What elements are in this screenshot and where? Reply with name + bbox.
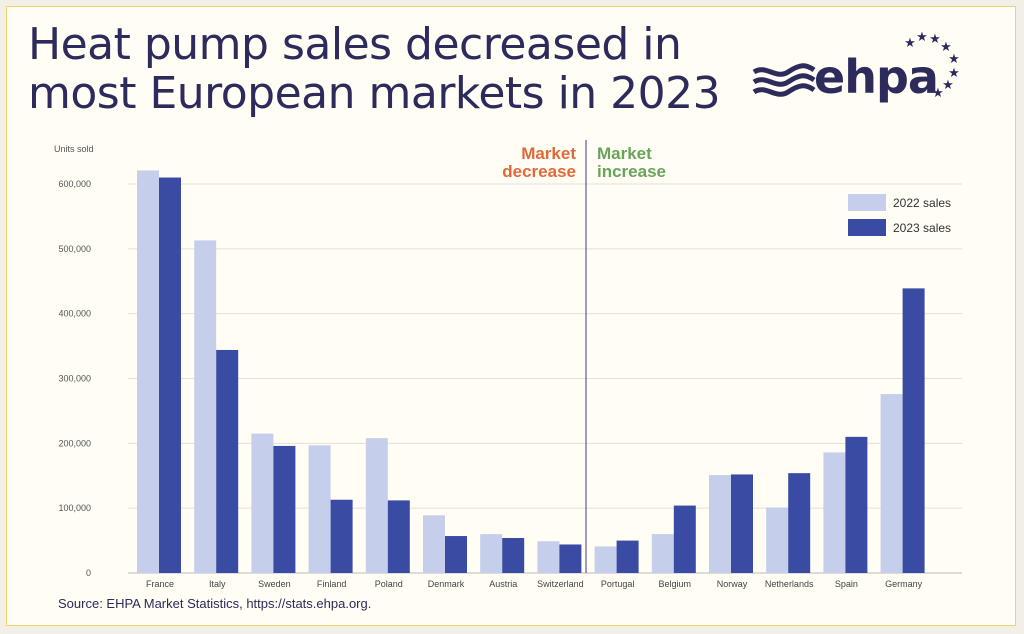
annotation-decrease-line2: decrease	[502, 162, 576, 181]
x-tick-label: Norway	[717, 579, 748, 589]
bar-switzerland-2022	[537, 541, 560, 573]
bar-norway-2022	[709, 475, 731, 573]
annotation-increase-line1: Market	[597, 144, 652, 163]
x-tick-label: Poland	[375, 579, 403, 589]
bar-spain-2022	[823, 452, 846, 573]
annotation-increase-line2: increase	[597, 162, 666, 181]
star-icon: ★	[932, 85, 944, 100]
y-tick-label: 600,000	[58, 179, 91, 189]
ehpa-logo: ehpa ★ ★ ★ ★ ★ ★ ★ ★	[752, 30, 972, 110]
x-tick-label: Spain	[835, 579, 858, 589]
x-tick-label: Belgium	[659, 579, 692, 589]
y-axis-label: Units sold	[54, 144, 94, 154]
source-note: Source: EHPA Market Statistics, https://…	[58, 596, 372, 611]
bar-netherlands-2023	[788, 473, 811, 573]
bar-italy-2022	[194, 240, 217, 573]
bar-belgium-2023	[673, 505, 696, 573]
x-tick-label: Portugal	[601, 579, 635, 589]
x-tick-label: Italy	[209, 579, 226, 589]
x-tick-label: Austria	[489, 579, 517, 589]
bar-italy-2023	[216, 349, 239, 573]
x-tick-label: Sweden	[258, 579, 291, 589]
bar-spain-2023	[845, 436, 868, 573]
bar-netherlands-2022	[766, 507, 789, 573]
bar-sweden-2022	[251, 433, 274, 573]
bar-france-2023	[159, 177, 181, 573]
y-tick-label: 300,000	[58, 374, 91, 384]
star-icon: ★	[904, 35, 916, 50]
y-tick-label: 500,000	[58, 244, 91, 254]
bar-belgium-2022	[651, 534, 674, 573]
star-icon: ★	[929, 31, 941, 46]
waves-icon	[752, 63, 816, 97]
star-icon: ★	[948, 65, 960, 80]
legend-swatch-2023	[848, 219, 886, 236]
x-tick-label: Switzerland	[537, 579, 584, 589]
legend-label-2022: 2022 sales	[893, 196, 951, 210]
bar-germany-2023	[902, 288, 925, 573]
bar-denmark-2022	[423, 515, 445, 573]
bar-austria-2023	[502, 537, 525, 573]
x-tick-label: Germany	[885, 579, 923, 589]
annotation-decrease-line1: Market	[521, 144, 576, 163]
bar-germany-2022	[880, 394, 903, 573]
legend-label-2023: 2023 sales	[893, 221, 951, 235]
bar-norway-2023	[731, 474, 753, 573]
bar-portugal-2023	[616, 540, 639, 573]
bar-france-2022	[137, 170, 159, 573]
x-tick-label: Finland	[317, 579, 347, 589]
bar-austria-2022	[480, 534, 503, 573]
bar-switzerland-2023	[559, 544, 582, 573]
y-tick-label: 0	[86, 568, 91, 578]
bar-finland-2023	[330, 499, 353, 573]
x-tick-label: Denmark	[428, 579, 465, 589]
star-icon: ★	[948, 51, 960, 66]
star-icon: ★	[940, 39, 952, 54]
legend-swatch-2022	[848, 194, 886, 211]
legend: 2022 sales 2023 sales	[848, 194, 951, 236]
bar-denmark-2023	[445, 536, 467, 573]
bar-finland-2022	[308, 445, 331, 573]
y-tick-label: 200,000	[58, 438, 91, 448]
y-tick-label: 100,000	[58, 503, 91, 513]
star-icon: ★	[916, 30, 928, 44]
x-tick-label: France	[146, 579, 174, 589]
bar-poland-2022	[365, 438, 388, 573]
bar-poland-2023	[387, 500, 410, 573]
star-icon: ★	[942, 77, 954, 92]
bar-portugal-2022	[594, 546, 617, 573]
bar-sweden-2023	[273, 445, 296, 573]
x-tick-label: Netherlands	[765, 579, 814, 589]
logo-text: ehpa	[814, 50, 939, 104]
page-title: Heat pump sales decreased in most Europe…	[28, 19, 721, 119]
stars-icon: ★ ★ ★★★★★★	[904, 30, 960, 100]
y-tick-label: 400,000	[58, 309, 91, 319]
